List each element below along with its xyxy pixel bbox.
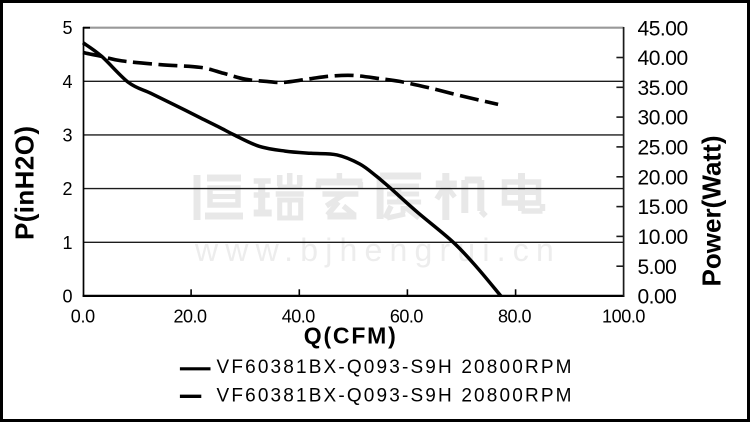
- svg-text:4: 4: [62, 72, 72, 92]
- svg-text:25.00: 25.00: [638, 137, 689, 160]
- svg-text:30.00: 30.00: [638, 107, 689, 130]
- svg-text:www.bjhengrui.cn: www.bjhengrui.cn: [194, 232, 561, 268]
- svg-text:1: 1: [62, 233, 72, 253]
- svg-text:0.0: 0.0: [71, 307, 95, 327]
- svg-text:35.00: 35.00: [638, 77, 689, 100]
- svg-text:3: 3: [62, 125, 72, 145]
- svg-text:20.00: 20.00: [638, 166, 689, 189]
- svg-text:5.00: 5.00: [638, 256, 677, 279]
- svg-text:5: 5: [62, 18, 72, 38]
- svg-text:80.0: 80.0: [498, 307, 532, 327]
- svg-text:0.00: 0.00: [638, 286, 677, 309]
- svg-text:40.0: 40.0: [282, 307, 316, 327]
- svg-text:P(inH2O): P(inH2O): [10, 126, 40, 240]
- svg-text:0: 0: [62, 287, 72, 307]
- svg-text:40.00: 40.00: [638, 47, 689, 70]
- svg-text:45.00: 45.00: [638, 17, 689, 40]
- svg-text:2: 2: [62, 179, 72, 199]
- svg-text:20.0: 20.0: [174, 307, 208, 327]
- svg-text:VF60381BX-Q093-S9H 20800RPM: VF60381BX-Q093-S9H 20800RPM: [217, 386, 572, 407]
- svg-text:15.00: 15.00: [638, 196, 689, 219]
- svg-text:60.0: 60.0: [390, 307, 424, 327]
- svg-text:10.00: 10.00: [638, 226, 689, 249]
- svg-text:VF60381BX-Q093-S9H 20800RPM: VF60381BX-Q093-S9H 20800RPM: [217, 357, 572, 378]
- svg-text:Power(Watt): Power(Watt): [697, 136, 727, 287]
- svg-text:100.0: 100.0: [602, 307, 646, 327]
